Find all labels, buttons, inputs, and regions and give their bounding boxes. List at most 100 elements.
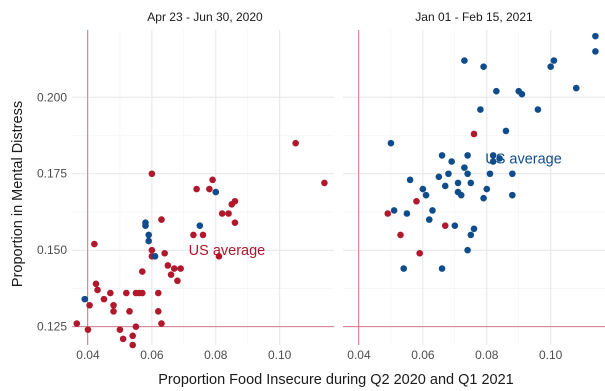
data-point xyxy=(161,249,168,257)
data-point xyxy=(441,182,449,190)
y-tick-label: 0.175 xyxy=(37,167,67,181)
data-point xyxy=(403,210,411,217)
data-point xyxy=(413,197,420,205)
data-point xyxy=(480,63,487,70)
x-tick-label: 0.10 xyxy=(539,348,563,362)
data-point xyxy=(467,231,475,239)
data-point xyxy=(502,127,510,135)
y-tick-label: 0.125 xyxy=(37,320,67,334)
data-point xyxy=(193,185,200,193)
data-point xyxy=(167,271,175,278)
data-point xyxy=(148,246,156,254)
data-point xyxy=(518,90,526,98)
x-tick-label: 0.06 xyxy=(411,348,435,362)
panel-2021-grid xyxy=(343,30,605,345)
data-point xyxy=(142,222,149,230)
data-point xyxy=(572,84,580,92)
data-point xyxy=(489,158,497,165)
data-point xyxy=(86,301,93,309)
data-point xyxy=(425,216,433,223)
panel-2020-reference-lines xyxy=(72,30,334,345)
data-point xyxy=(100,295,108,303)
x-tick-label: 0.04 xyxy=(347,348,371,362)
x-tick-label: 0.10 xyxy=(268,348,292,362)
data-point xyxy=(592,48,599,55)
data-point xyxy=(387,139,395,147)
data-point xyxy=(496,155,503,162)
data-point xyxy=(384,210,392,217)
data-point xyxy=(550,57,558,64)
data-point xyxy=(177,265,184,272)
x-tick-label: 0.08 xyxy=(204,348,228,362)
data-point xyxy=(218,210,226,217)
data-point xyxy=(174,277,181,285)
data-point xyxy=(212,188,220,196)
data-point xyxy=(534,106,542,113)
panel-2020-points xyxy=(73,139,328,349)
data-point xyxy=(400,265,408,272)
data-point xyxy=(422,191,430,199)
data-point xyxy=(145,237,152,245)
data-point xyxy=(483,185,491,193)
panel-2020-us-average-label: US average xyxy=(189,243,266,259)
x-tick-label: 0.06 xyxy=(140,348,164,362)
data-point xyxy=(158,216,165,223)
panel-2021-reference-lines xyxy=(343,30,605,345)
data-point xyxy=(154,308,162,315)
panel-2021-points xyxy=(384,32,599,272)
x-tick-label: 0.08 xyxy=(475,348,499,362)
data-point xyxy=(145,231,152,239)
data-point xyxy=(451,222,459,230)
data-point xyxy=(429,207,436,214)
data-point xyxy=(493,87,500,95)
data-point xyxy=(129,341,137,349)
data-point xyxy=(448,158,455,165)
data-point xyxy=(138,268,146,275)
data-point xyxy=(164,262,172,269)
data-point xyxy=(110,308,117,315)
x-tick-label: 0.04 xyxy=(76,348,100,362)
data-point xyxy=(132,323,140,330)
data-point xyxy=(457,191,465,199)
data-point xyxy=(129,332,137,340)
data-point xyxy=(406,176,414,184)
panel-2021-us-average-label: US average xyxy=(485,151,562,167)
data-point xyxy=(480,194,487,202)
data-point xyxy=(470,130,478,138)
data-point xyxy=(509,170,516,178)
data-point xyxy=(454,179,462,187)
data-point xyxy=(435,173,443,181)
data-point xyxy=(461,57,468,64)
data-point xyxy=(464,246,471,254)
data-point xyxy=(225,210,232,217)
data-point xyxy=(419,185,427,193)
data-point xyxy=(81,295,89,303)
data-point xyxy=(445,170,452,178)
data-point xyxy=(73,320,81,327)
data-point xyxy=(464,170,471,178)
data-point xyxy=(148,170,156,178)
data-point xyxy=(397,231,404,239)
panel-2021: US average xyxy=(343,30,605,345)
data-point xyxy=(509,191,516,199)
data-point xyxy=(489,152,497,159)
data-point xyxy=(215,253,223,260)
data-point xyxy=(390,207,398,214)
panel-2020: US average xyxy=(72,30,334,349)
panel-title-2020: Apr 23 - Jun 30, 2020 xyxy=(147,10,263,24)
y-axis-ticks: 0.125 0.150 0.175 0.200 xyxy=(37,90,67,333)
data-point xyxy=(107,289,114,297)
data-point xyxy=(170,265,178,272)
data-point xyxy=(547,63,554,70)
data-point xyxy=(123,289,130,297)
data-point xyxy=(119,335,127,343)
data-point xyxy=(110,301,117,309)
data-point xyxy=(126,308,133,315)
y-tick-label: 0.200 xyxy=(37,90,67,104)
data-point xyxy=(416,249,423,257)
data-point xyxy=(321,179,328,187)
data-point xyxy=(231,219,239,226)
x-axis-ticks-2021: 0.04 0.06 0.08 0.10 xyxy=(347,348,562,362)
data-point xyxy=(199,231,207,239)
